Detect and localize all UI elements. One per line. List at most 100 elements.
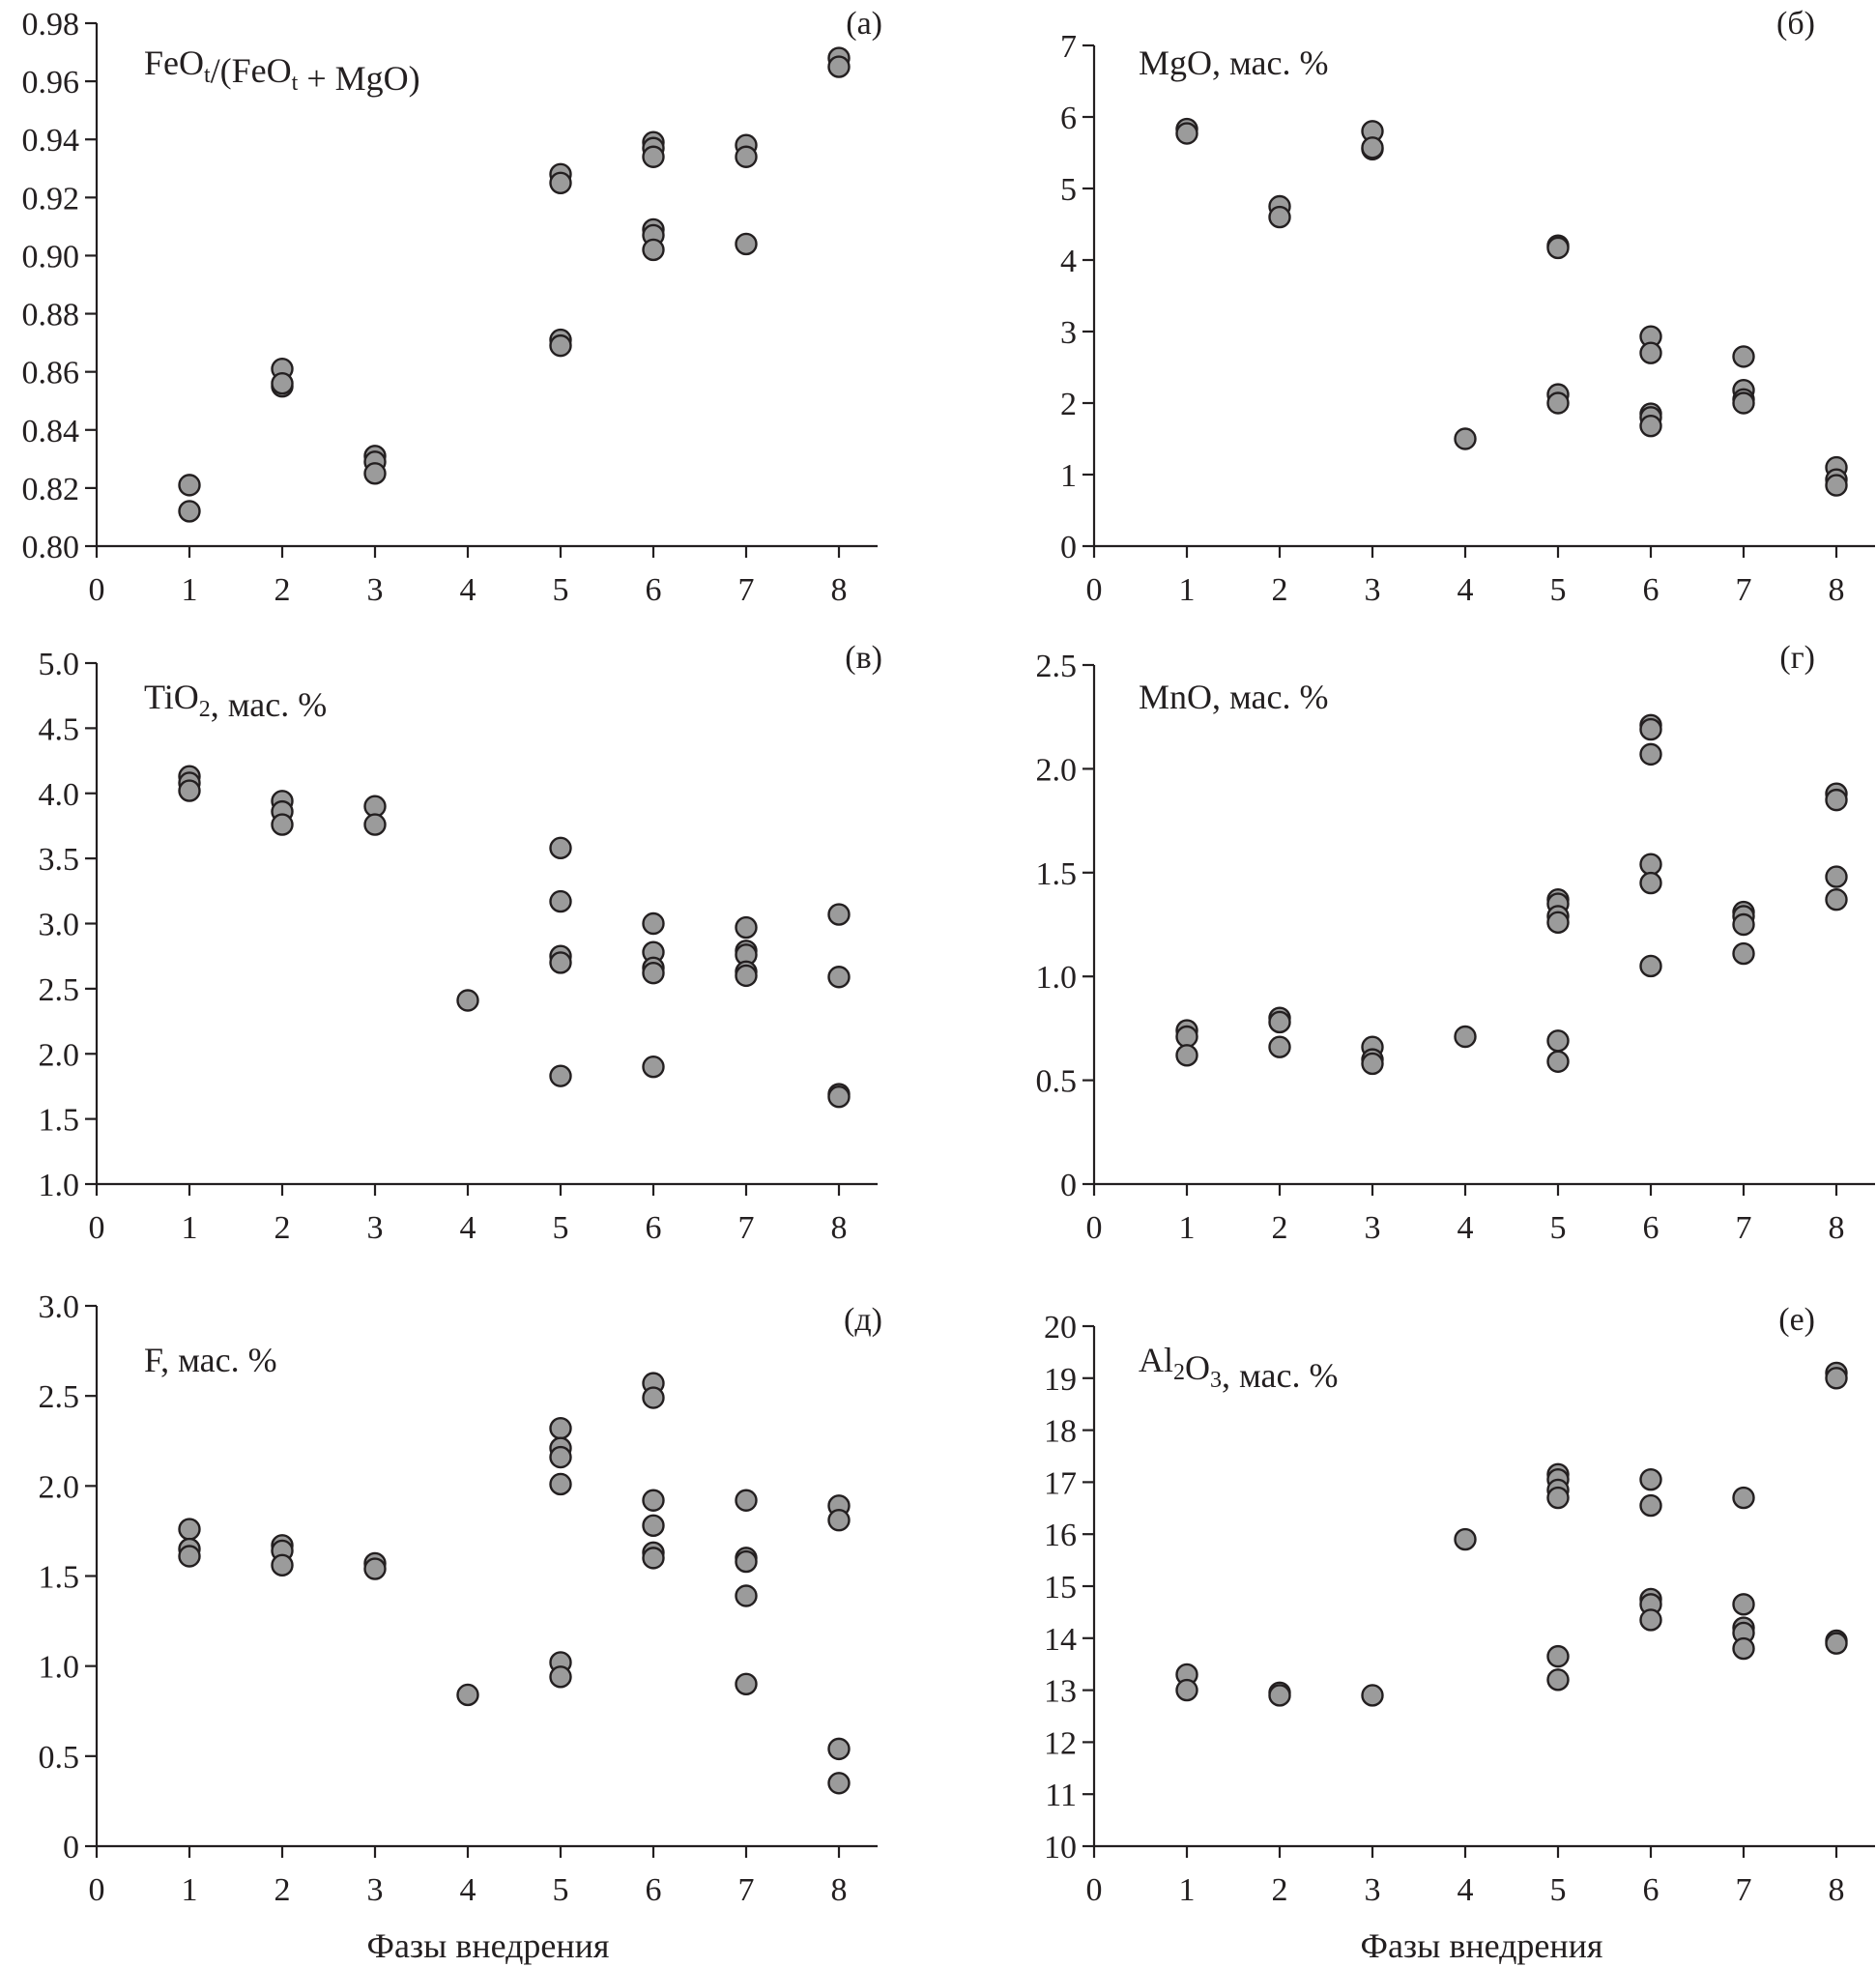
data-point [1732,1486,1755,1510]
data-point [1639,853,1662,876]
data-point [549,1445,572,1469]
y-tick-label: 3.5 [39,842,80,878]
title-subscript: t [292,71,299,96]
data-point [363,462,387,485]
y-tick-label: 2.0 [1036,752,1078,788]
data-point [1639,742,1662,767]
data-point [1825,788,1848,812]
title-subscript: t [204,63,211,88]
x-tick-label: 1 [1179,1210,1196,1246]
y-tick-label: 0.88 [22,298,80,333]
title-segment: Al [1139,1341,1173,1379]
data-point [1639,1468,1662,1491]
data-point [1639,341,1662,364]
y-tick-label: 2.0 [39,1037,80,1073]
x-tick-label: 7 [738,572,755,608]
data-point [642,1056,665,1079]
panel-letter: (а) [846,6,882,42]
panel-title: FeOt/(FeOt + MgO) [144,43,420,98]
data-point [1825,1367,1848,1390]
y-tick-label: 0.96 [22,65,80,101]
data-point [1361,1052,1384,1076]
data-point [271,371,294,395]
title-subscript: 2 [199,697,211,722]
data-point [1732,391,1755,415]
x-tick-label: 7 [1736,572,1752,608]
data-point [549,171,572,195]
x-tick-label: 3 [1365,1872,1381,1908]
x-tick-label: 4 [1458,1872,1474,1908]
data-point [735,964,758,988]
data-point [456,989,479,1012]
x-tick-label: 3 [367,1210,384,1246]
x-tick-label: 8 [1829,1872,1845,1908]
data-point [549,889,572,913]
data-point [642,1489,665,1512]
data-point [735,915,758,940]
data-point [1454,1025,1477,1049]
data-point [178,1545,201,1568]
x-tick-label: 2 [274,1210,291,1246]
x-tick-label: 4 [460,1210,476,1246]
x-tick-label: 2 [274,572,291,608]
x-tick-label: 8 [831,572,848,608]
data-point [1268,1035,1291,1058]
data-point [1639,1608,1662,1632]
x-tick-label: 0 [89,572,105,608]
title-segment: TiO [144,678,199,716]
y-tick-label: 13 [1044,1674,1077,1710]
x-tick-label: 6 [646,1210,662,1246]
data-point [1268,1684,1291,1707]
chart-panel-2: 0 1 2 3 4 5 6 7 0 1 2 3 4 5 6 7 8 MgO, мас. % (б) [1060,6,1875,608]
y-tick-label: 5.0 [39,647,80,682]
panel-letter: (д) [844,1302,882,1338]
data-point [735,232,758,256]
x-tick-label: 7 [1736,1872,1752,1908]
y-tick-label: 12 [1044,1725,1077,1761]
title-segment: MgO, мас. % [1139,43,1329,82]
y-tick-label: 1.5 [39,1560,80,1596]
data-point [549,1417,572,1440]
y-tick-label: 16 [1044,1518,1077,1553]
data-point [1546,236,1570,260]
panel-title: F, мас. % [144,1341,277,1379]
y-tick-label: 0.98 [22,7,80,43]
data-point [1639,414,1662,438]
y-tick-label: 0.86 [22,356,80,391]
x-axis-label: Фазы внедрения [1361,1926,1603,1965]
y-tick-label: 1.0 [39,1650,80,1686]
y-tick-label: 0.80 [22,530,80,565]
data-point [827,1737,851,1761]
x-tick-label: 0 [89,1872,105,1908]
data-point [642,1547,665,1570]
title-subscript: 3 [1210,1368,1222,1393]
y-tick-label: 4.5 [39,711,80,747]
x-tick-label: 0 [89,1210,105,1246]
data-point [1825,865,1848,888]
y-tick-label: 14 [1044,1622,1077,1658]
data-point [735,1672,758,1696]
data-point [1639,1493,1662,1518]
data-point [1175,1044,1198,1067]
data-point [1175,1678,1198,1702]
title-segment: + MgO) [298,59,419,98]
data-point [1546,911,1570,935]
data-point [1175,122,1198,145]
data-point [1639,871,1662,895]
y-tick-label: 19 [1044,1362,1077,1398]
chart-panel-5: 0 0.5 1.0 1.5 2.0 2.5 3.0 0 1 2 3 4 5 6 7 8 F, мас. % (д)… [39,1289,883,1965]
panel-title: Al2O3, мас. % [1139,1341,1338,1395]
title-segment: F, мас. % [144,1341,277,1379]
panel-letter: (б) [1776,6,1815,42]
data-point [735,145,758,168]
data-point [827,1772,851,1795]
data-point [642,962,665,985]
x-tick-label: 1 [182,1872,198,1908]
x-tick-label: 8 [1829,572,1845,608]
x-tick-label: 8 [831,1210,848,1246]
data-point [1546,1029,1570,1053]
data-point [827,1085,851,1109]
data-point [1825,888,1848,911]
data-point [549,951,572,974]
y-tick-label: 0.82 [22,472,80,507]
